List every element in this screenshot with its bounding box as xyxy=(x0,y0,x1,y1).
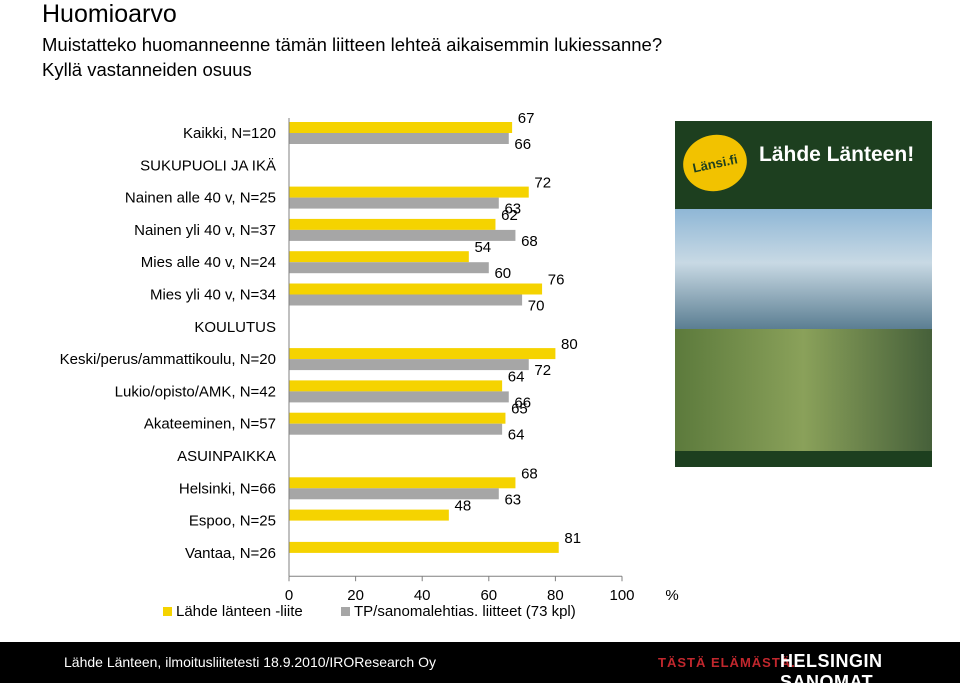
data-label-series1: 76 xyxy=(548,272,565,289)
category-label: Helsinki, N=66 xyxy=(179,480,276,497)
cover-bottom-strip xyxy=(675,451,932,467)
bar-series1 xyxy=(289,348,556,360)
bar-series1 xyxy=(289,251,469,263)
bar-series1 xyxy=(289,412,506,424)
data-label-series2: 63 xyxy=(504,201,521,218)
category-label: KOULUTUS xyxy=(194,319,276,336)
subtitle-question: Muistatteko huomanneenne tämän liitteen … xyxy=(42,34,663,55)
bar-series1 xyxy=(289,218,496,230)
category-label: Vantaa, N=26 xyxy=(185,545,276,562)
data-label-series2: 66 xyxy=(514,136,531,153)
category-label: ASUINPAIKKA xyxy=(177,448,276,465)
category-label: Kaikki, N=120 xyxy=(183,125,276,142)
cover-brand: Lähde Länteen! xyxy=(759,143,915,166)
legend-item-series2: TP/sanomalehtias. liitteet (73 kpl) xyxy=(341,603,576,620)
bar-series1 xyxy=(289,380,503,392)
bar-series1 xyxy=(289,122,513,133)
category-label: SUKUPUOLI JA IKÄ xyxy=(140,157,276,174)
bar-series1 xyxy=(289,477,516,489)
x-tick-label: 20 xyxy=(347,587,364,604)
data-label-series1: 62 xyxy=(501,207,518,224)
legend-swatch-series2 xyxy=(341,607,350,616)
bar-series2 xyxy=(289,488,499,500)
bar-series2 xyxy=(289,197,499,209)
data-label-series2: 68 xyxy=(521,233,538,250)
bar-series1 xyxy=(289,509,449,521)
data-label-series2: 72 xyxy=(534,362,551,379)
footer-source: Lähde Länteen, ilmoitusliitetesti 18.9.2… xyxy=(64,654,436,670)
bar-series1 xyxy=(289,541,559,553)
x-tick-label: 40 xyxy=(414,587,431,604)
subtitle-measure: Kyllä vastanneiden osuus xyxy=(42,59,252,80)
x-tick-label: 100 xyxy=(609,587,634,604)
category-label: Lukio/opisto/AMK, N=42 xyxy=(115,383,276,400)
legend-label-series1: Lähde länteen -liite xyxy=(176,603,303,620)
category-label: Espoo, N=25 xyxy=(189,513,276,530)
cover-photo-sea xyxy=(675,209,932,329)
data-label-series1: 81 xyxy=(564,530,581,547)
bar-series2 xyxy=(289,294,523,306)
legend-label-series2: TP/sanomalehtias. liitteet (73 kpl) xyxy=(354,603,576,620)
bar-series1 xyxy=(289,283,543,295)
bar-series2 xyxy=(289,359,529,371)
x-unit-label: % xyxy=(665,587,678,604)
category-label: Keski/perus/ammattikoulu, N=20 xyxy=(60,351,276,368)
page-title: Huomioarvo xyxy=(42,0,177,28)
data-label-series1: 72 xyxy=(534,175,551,192)
bar-series1 xyxy=(289,186,529,198)
footer-brand-logo: HELSINGIN SANOMAT xyxy=(780,651,883,692)
x-tick-label: 0 xyxy=(285,587,293,604)
data-label-series2: 64 xyxy=(508,427,525,444)
category-label: Akateeminen, N=57 xyxy=(144,416,276,433)
x-tick-label: 60 xyxy=(480,587,497,604)
data-label-series2: 63 xyxy=(504,491,521,508)
page-subtitle: Muistatteko huomanneenne tämän liitteen … xyxy=(42,32,662,82)
category-label: Mies alle 40 v, N=24 xyxy=(141,254,276,271)
data-label-series1: 64 xyxy=(508,368,525,385)
category-label: Nainen alle 40 v, N=25 xyxy=(125,190,276,207)
footer-slogan: TÄSTÄ ELÄMÄSTÄ. xyxy=(658,655,796,670)
category-label: Mies yli 40 v, N=34 xyxy=(150,287,276,304)
bar-series2 xyxy=(289,229,516,241)
bar-series2 xyxy=(289,262,489,274)
bar-chart: Kaikki, N=120 SUKUPUOLI JA IKÄ Nainen alle… xyxy=(60,110,679,604)
data-label-series2: 70 xyxy=(528,298,545,315)
legend-swatch-series1 xyxy=(163,607,172,616)
data-label-series2: 60 xyxy=(494,265,511,282)
legend-item-series1: Lähde länteen -liite xyxy=(163,603,303,620)
data-label-series1: 67 xyxy=(518,110,535,127)
data-label-series1: 54 xyxy=(474,239,491,256)
cover-photo-people xyxy=(675,329,932,451)
supplement-cover-image: Länsi.fi Lähde Länteen! xyxy=(675,121,932,467)
data-label-series1: 65 xyxy=(511,401,528,418)
data-label-series1: 80 xyxy=(561,336,578,353)
data-label-series1: 48 xyxy=(454,498,471,515)
category-label: Nainen yli 40 v, N=37 xyxy=(134,222,276,239)
footer-bar: Lähde Länteen, ilmoitusliitetesti 18.9.2… xyxy=(0,642,960,692)
data-label-series2: 66 xyxy=(514,394,531,411)
data-label-series1: 68 xyxy=(521,465,538,482)
bar-series2 xyxy=(289,423,503,435)
bar-series2 xyxy=(289,391,509,403)
bar-series2 xyxy=(289,133,509,144)
x-tick-label: 80 xyxy=(547,587,564,604)
